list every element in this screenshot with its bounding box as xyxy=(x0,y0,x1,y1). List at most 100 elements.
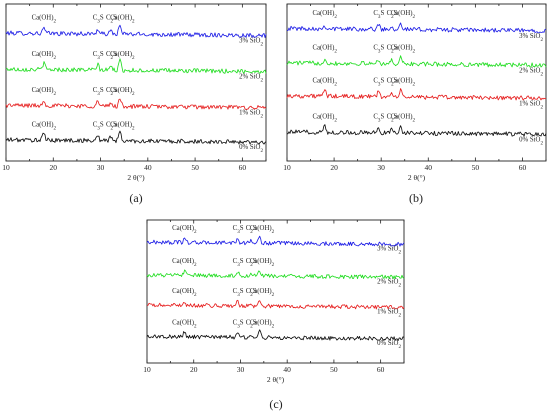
peak-label: C3S xyxy=(373,114,384,124)
xrd-trace-4 xyxy=(5,130,267,145)
peak-label: Ca(OH)2 xyxy=(110,87,135,97)
peak-label: C3S xyxy=(233,258,244,268)
xrd-trace-4 xyxy=(286,124,547,137)
peak-label: C3S xyxy=(233,288,244,298)
x-tick-label: 40 xyxy=(425,163,433,172)
peak-label: C2S xyxy=(387,10,398,20)
series-name-label: 2% SiO2 xyxy=(377,279,401,289)
xrd-trace-4 xyxy=(146,329,405,342)
peak-label: Ca(OH)2 xyxy=(250,258,275,268)
x-tick-label: 20 xyxy=(50,163,58,172)
peak-label: Ca(OH)2 xyxy=(32,121,57,131)
x-axis-title: 2 θ(°) xyxy=(127,173,145,182)
x-axis-title: 2 θ(°) xyxy=(267,375,285,384)
series-name-label: 0% SiO2 xyxy=(519,136,543,146)
series-name-label: 2% SiO2 xyxy=(519,67,543,77)
xrd-trace-1 xyxy=(287,22,547,34)
x-tick-label: 50 xyxy=(191,163,199,172)
x-tick-label: 50 xyxy=(330,365,338,374)
peak-label: Ca(OH)2 xyxy=(110,51,135,61)
peak-label: C3S xyxy=(93,121,104,131)
peak-label: Ca(OH)2 xyxy=(391,45,416,55)
series-name-label: 0% SiO2 xyxy=(239,144,263,154)
x-tick-label: 30 xyxy=(97,163,105,172)
peak-label: Ca(OH)2 xyxy=(110,121,135,131)
x-tick-label: 30 xyxy=(377,163,385,172)
peak-label: Ca(OH)2 xyxy=(391,78,416,88)
peak-label: C2S xyxy=(246,288,257,298)
x-tick-label: 60 xyxy=(377,365,385,374)
xrd-trace-2 xyxy=(286,55,547,68)
peak-label: C2S xyxy=(106,15,117,25)
series-name-label: 3% SiO2 xyxy=(377,246,401,256)
series-name-label: 1% SiO2 xyxy=(377,309,401,319)
peak-label: Ca(OH)2 xyxy=(110,15,135,25)
peak-label: Ca(OH)2 xyxy=(250,288,275,298)
chart-panel-1: 10 20 30 40 50 602 θ(°)(a)Ca(OH)2 C3S C2SCa(OH)… xyxy=(2,3,267,205)
plot-frame xyxy=(146,219,405,364)
peak-label: C2S xyxy=(246,319,257,329)
peak-label: Ca(OH)2 xyxy=(391,114,416,124)
peak-label: Ca(OH)2 xyxy=(312,45,337,55)
panel-label: (a) xyxy=(129,191,142,205)
peak-label: C2S xyxy=(106,121,117,131)
plot-frame xyxy=(286,3,547,162)
series-name-label: 3% SiO2 xyxy=(519,33,543,43)
peak-label: Ca(OH)2 xyxy=(250,319,275,329)
peak-label: C3S xyxy=(373,10,384,20)
x-tick-label: 40 xyxy=(144,163,152,172)
xrd-trace-3 xyxy=(5,98,267,111)
x-tick-label: 20 xyxy=(190,365,198,374)
xrd-trace-1 xyxy=(146,235,405,247)
peak-label: C3S xyxy=(93,87,104,97)
xrd-trace-2 xyxy=(146,269,405,280)
peak-label: C3S xyxy=(233,319,244,329)
peak-label: Ca(OH)2 xyxy=(32,15,57,25)
peak-label: C3S xyxy=(373,78,384,88)
xrd-trace-3 xyxy=(286,88,547,101)
peak-label: C2S xyxy=(106,51,117,61)
x-tick-label: 30 xyxy=(237,365,245,374)
series-name-label: 2% SiO2 xyxy=(239,74,263,84)
peak-label: Ca(OH)2 xyxy=(172,319,197,329)
peak-label: Ca(OH)2 xyxy=(172,288,197,298)
series-name-label: 1% SiO2 xyxy=(519,100,543,110)
plot-frame xyxy=(5,3,267,162)
panel-label: (c) xyxy=(269,397,282,411)
x-tick-label: 20 xyxy=(330,163,338,172)
peak-label: Ca(OH)2 xyxy=(250,225,275,235)
series-name-label: 3% SiO2 xyxy=(239,37,263,47)
chart-panel-2: 10 20 30 40 50 602 θ(°)(b)Ca(OH)2 C3S C2SCa(OH)… xyxy=(283,3,547,205)
series-name-label: 0% SiO2 xyxy=(377,340,401,350)
x-tick-label: 10 xyxy=(143,365,151,374)
peak-label: Ca(OH)2 xyxy=(391,10,416,20)
peak-label: C3S xyxy=(373,45,384,55)
peak-label: C2S xyxy=(387,114,398,124)
xrd-trace-2 xyxy=(5,58,267,74)
x-tick-label: 60 xyxy=(519,163,527,172)
x-tick-label: 60 xyxy=(239,163,247,172)
peak-label: Ca(OH)2 xyxy=(32,51,57,61)
peak-label: C2S xyxy=(246,258,257,268)
peak-label: C2S xyxy=(106,87,117,97)
x-tick-label: 40 xyxy=(283,365,291,374)
x-tick-label: 50 xyxy=(472,163,480,172)
peak-label: C2S xyxy=(246,225,257,235)
peak-label: Ca(OH)2 xyxy=(312,114,337,124)
peak-label: Ca(OH)2 xyxy=(312,78,337,88)
peak-label: C2S xyxy=(387,45,398,55)
peak-label: Ca(OH)2 xyxy=(32,87,57,97)
x-tick-label: 10 xyxy=(283,163,291,172)
panel-label: (b) xyxy=(409,191,423,205)
chart-panel-3: 10 20 30 40 50 602 θ(°)(c)Ca(OH)2 C3S C2SCa(OH)… xyxy=(143,219,405,411)
peak-label: C2S xyxy=(387,78,398,88)
peak-label: C3S xyxy=(93,51,104,61)
peak-label: Ca(OH)2 xyxy=(312,10,337,20)
peak-label: C3S xyxy=(233,225,244,235)
xrd-trace-3 xyxy=(147,299,405,310)
peak-label: Ca(OH)2 xyxy=(172,225,197,235)
series-name-label: 1% SiO2 xyxy=(239,110,263,120)
xrd-trace-1 xyxy=(5,24,267,38)
x-tick-label: 10 xyxy=(2,163,10,172)
